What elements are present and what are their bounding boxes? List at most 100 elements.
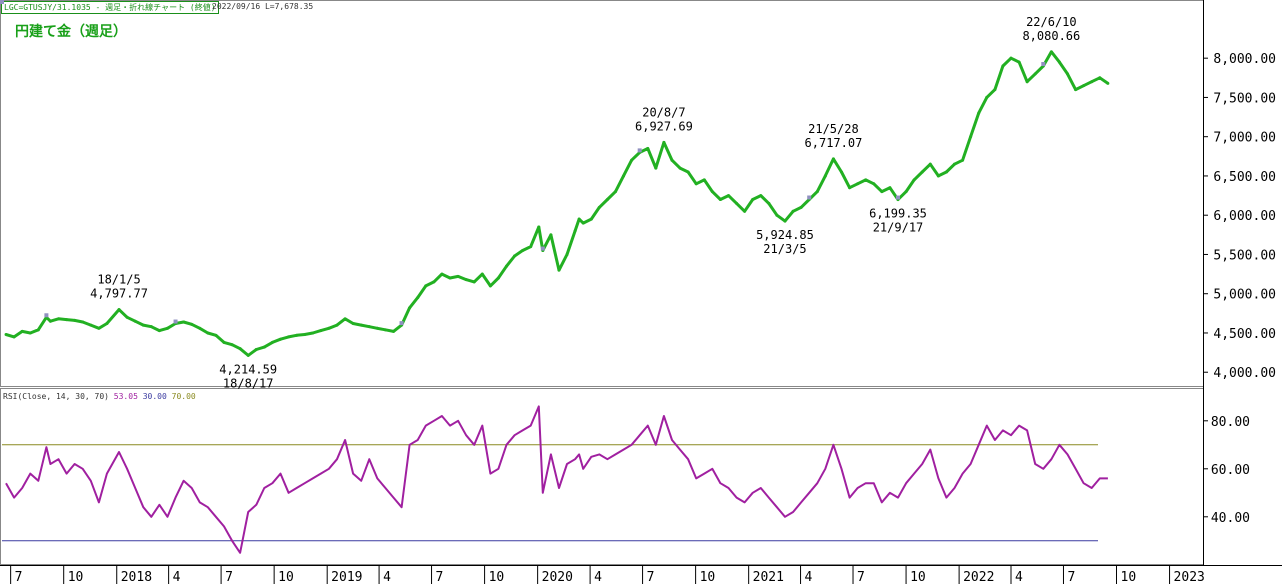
price-point — [319, 329, 323, 333]
price-point — [1009, 56, 1013, 60]
price-point — [864, 178, 868, 182]
time-tick-label: 4 — [805, 570, 813, 584]
price-point — [4, 333, 8, 337]
price-tick-label: 4,000.00 — [1213, 366, 1276, 381]
price-point — [912, 178, 916, 182]
price-point — [480, 272, 484, 276]
price-point — [57, 317, 61, 321]
price-point — [391, 329, 395, 333]
price-point — [848, 186, 852, 190]
price-point — [823, 174, 827, 178]
event-marker — [0, 0, 4, 4]
price-point — [694, 182, 698, 186]
price-point — [928, 162, 932, 166]
annotation-line2: 8,080.66 — [1022, 29, 1080, 43]
price-point — [117, 308, 121, 312]
annotation-line2: 21/3/5 — [763, 242, 806, 256]
annotation-line1: 18/1/5 — [97, 273, 140, 287]
rsi-series-line — [5, 405, 1108, 554]
price-point — [791, 209, 795, 213]
price-point — [1001, 64, 1005, 68]
price-point — [488, 284, 492, 288]
price-point — [1106, 81, 1110, 85]
price-point — [839, 170, 843, 174]
price-point — [448, 276, 452, 280]
price-point — [287, 335, 291, 339]
price-point — [424, 284, 428, 288]
price-ticks: 4,000.00 4,500.00 5,000.00 5,500.00 6,000.00… — [1203, 52, 1276, 381]
annotation-line1: 5,924.85 — [756, 228, 814, 242]
price-tick-label: 7,000.00 — [1213, 131, 1276, 146]
annotation-line2: 6,717.07 — [805, 136, 863, 150]
time-tick-label: 2022 — [963, 570, 994, 584]
price-point — [710, 190, 714, 194]
price-point — [73, 318, 77, 322]
price-point — [472, 280, 476, 284]
time-tick-label: 7 — [857, 570, 865, 584]
time-tick-label: 7 — [15, 570, 23, 584]
rsi-tick-label: 80.00 — [1211, 415, 1250, 430]
rsi-legend-label: RSI(Close, 14, 30, 70) — [3, 392, 109, 401]
annotation-line2: 21/9/17 — [873, 221, 924, 235]
rsi-upper-value: 70.00 — [171, 392, 196, 401]
price-point — [872, 182, 876, 186]
price-point — [214, 333, 218, 337]
price-point — [165, 326, 169, 330]
rsi-legend: RSI(Close, 14, 30, 70) 53.05 30.00 70.00 — [3, 391, 196, 402]
price-point — [383, 328, 387, 332]
price-point — [440, 272, 444, 276]
rsi-lower-value: 30.00 — [142, 392, 167, 401]
price-points — [0, 0, 1110, 357]
price-tick-label: 7,500.00 — [1213, 91, 1276, 106]
rsi-tick-label: 40.00 — [1211, 511, 1250, 526]
price-point — [952, 162, 956, 166]
price-point — [529, 245, 533, 249]
price-point — [48, 319, 52, 323]
price-point — [743, 209, 747, 213]
price-tick-label: 8,000.00 — [1213, 52, 1276, 67]
price-point — [20, 329, 24, 333]
annotation-line2: 4,797.77 — [90, 287, 148, 301]
price-point — [327, 326, 331, 330]
price-point — [856, 182, 860, 186]
price-point — [920, 170, 924, 174]
price-point — [1033, 72, 1037, 76]
price-point — [969, 135, 973, 139]
time-tick-label: 2021 — [753, 570, 784, 584]
event-marker — [637, 148, 642, 153]
rsi-ticks: 40.00 60.00 80.00 — [1203, 415, 1250, 526]
rsi-tick-label: 60.00 — [1211, 463, 1250, 478]
price-point — [726, 194, 730, 198]
event-marker — [895, 195, 900, 200]
price-point — [496, 276, 500, 280]
price-point — [89, 323, 93, 327]
price-point — [1098, 76, 1102, 80]
main-panel-frame — [0, 0, 1204, 387]
price-point — [977, 111, 981, 115]
price-point — [888, 186, 892, 190]
price-point — [597, 205, 601, 209]
price-point — [278, 337, 282, 341]
price-point — [190, 322, 194, 326]
price-point — [1066, 72, 1070, 76]
time-tick-label: 2023 — [1174, 570, 1205, 584]
annotation-line1: 6,199.35 — [869, 207, 927, 221]
price-point — [662, 140, 666, 144]
price-point — [767, 201, 771, 205]
price-point — [799, 205, 803, 209]
price-point — [97, 326, 101, 330]
symbol-label[interactable]: LGC=GTUSJY/31.1035 - 週足・折れ線チャート (終値) — [1, 1, 219, 14]
annotation-line1: 20/8/7 — [642, 105, 685, 119]
price-point — [230, 343, 234, 347]
annotation-line2: 18/8/17 — [223, 376, 274, 390]
price-point — [944, 170, 948, 174]
price-tick-label: 5,500.00 — [1213, 248, 1276, 263]
price-point — [65, 318, 69, 322]
price-point — [1049, 50, 1053, 54]
price-point — [735, 201, 739, 205]
price-point — [81, 320, 85, 324]
price-series-line — [5, 50, 1109, 357]
price-point — [513, 254, 517, 258]
price-point — [335, 323, 339, 327]
annotation-line1: 21/5/28 — [808, 122, 859, 136]
